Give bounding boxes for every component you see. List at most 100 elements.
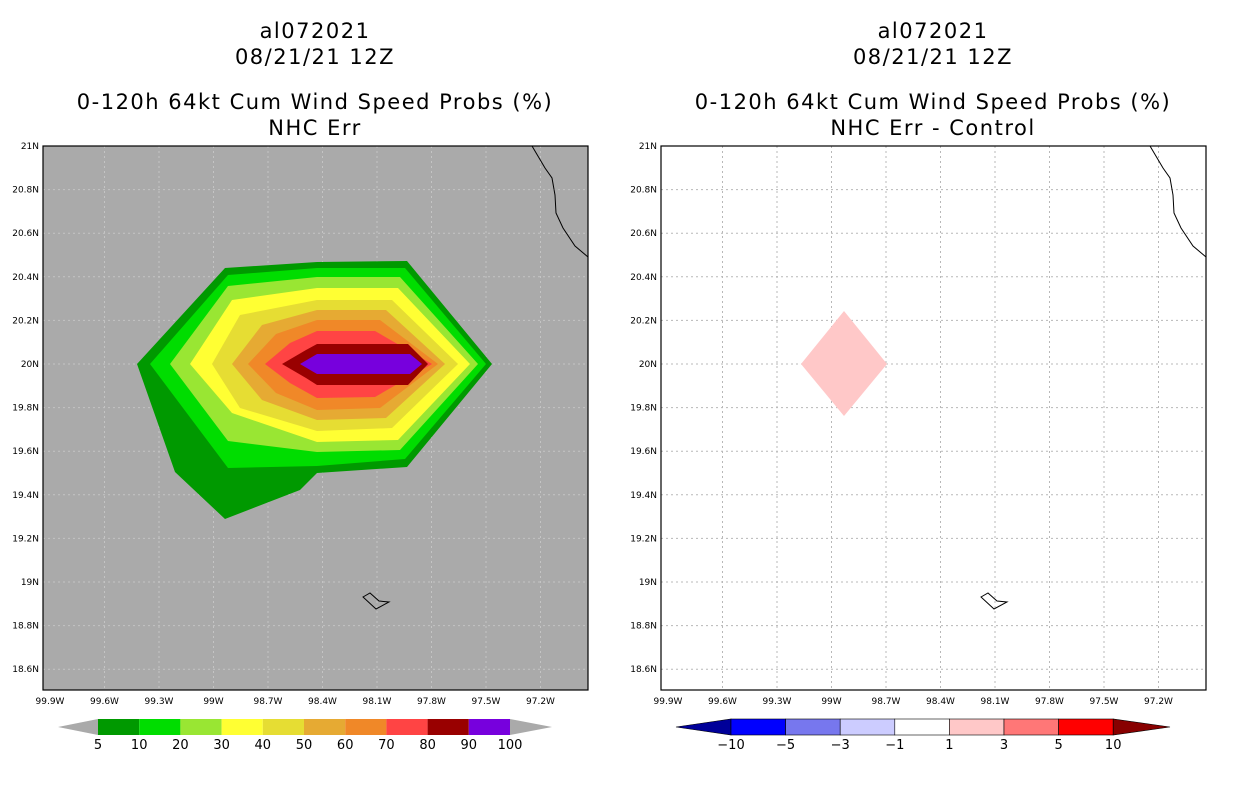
left-colorbar-label: 70 [378,738,395,753]
left-lon-label: 99.3W [145,697,174,707]
right-lon-label: 97.5W [1090,697,1119,707]
right-lon-label: 97.8W [1035,697,1064,707]
right-colorbar-label: −1 [885,738,904,753]
right-colorbar-label: 10 [1105,738,1122,753]
right-lat-label: 18.6N [630,665,657,675]
left-probability-contours [137,261,492,519]
left-lon-label: 98.4W [308,697,337,707]
right-coastline [1149,145,1207,258]
right-colorbar-label: −5 [776,738,795,753]
right-colorbar-high-arrow [1112,718,1171,736]
right-title: al072021 08/21/21 12Z 0-120h 64kt Cum Wi… [660,18,1206,141]
left-colorbar-swatch [262,719,304,735]
left-lat-label: 21N [21,142,39,152]
left-colorbar-swatch [304,719,346,735]
left-colorbar-swatch [221,719,263,735]
right-axis-labels: 21N 20.8N 20.6N 20.4N 20.2N 20N 19.8N 19.6N 19.4… [630,142,1173,707]
right-lat-label: 19.2N [630,534,657,544]
right-lat-label: 19.8N [630,404,657,414]
right-lat-label: 21N [639,142,657,152]
left-colorbar-label: 20 [172,738,189,753]
left-title-subtitle: NHC Err [268,116,362,140]
left-colorbar-label: 5 [94,738,102,753]
left-lon-label: 99.6W [90,697,119,707]
right-lon-label: 98.1W [981,697,1010,707]
right-title-time: 08/21/21 12Z [852,45,1014,69]
left-lon-label: 97.2W [526,697,555,707]
right-lon-label: 97.2W [1144,697,1173,707]
left-colorbar-label: 100 [498,738,523,753]
right-colorbar-label: 3 [1000,738,1008,753]
right-lon-label: 99W [821,697,841,707]
left-colorbar-swatch [427,719,469,735]
right-map-frame [660,145,1207,691]
right-colorbar-label: −10 [717,738,744,753]
left-colorbar-label: 40 [255,738,272,753]
right-lat-label: 19.6N [630,447,657,457]
left-colorbar-label: 10 [131,738,148,753]
left-coastline [531,145,589,258]
right-colorbar-label: 5 [1054,738,1062,753]
left-lon-label: 99W [203,697,223,707]
left-colorbar-label: 60 [337,738,354,753]
left-lon-label: 98.1W [363,697,392,707]
left-axis-labels: 21N 20.8N 20.6N 20.4N 20.2N 20N 19.8N 19.6N 19.4… [12,142,555,707]
right-map: 21N 20.8N 20.6N 20.4N 20.2N 20N 19.8N 19.6N 19.4… [630,142,1207,707]
left-lat-label: 20.8N [12,186,39,196]
right-lat-label: 19N [639,578,657,588]
right-lon-label: 99.9W [654,697,683,707]
right-lat-label: 19.4N [630,491,657,501]
left-lat-label: 20.2N [12,316,39,326]
left-colorbar-swatch [386,719,428,735]
right-title-subtitle: NHC Err - Control [830,116,1036,140]
left-colorbar-swatch [98,719,140,735]
left-colorbar-swatch [468,719,510,735]
right-map-background [661,146,1206,690]
left-colorbar-swatch [139,719,181,735]
left-map-frame [42,145,589,691]
left-colorbar-low-arrow [58,719,98,735]
left-title-time: 08/21/21 12Z [234,45,396,69]
left-colorbar-label: 90 [461,738,478,753]
left-colorbar-swatch [345,719,387,735]
right-colorbar-swatch [894,718,950,736]
right-island [980,592,1009,610]
left-lat-label: 20.6N [12,229,39,239]
right-colorbar-label: 1 [945,738,953,753]
left-colorbar-swatch [180,719,222,735]
right-colorbar-low-arrow [675,718,732,736]
right-lon-label: 99.6W [708,697,737,707]
left-island [362,592,391,610]
right-lat-label: 18.8N [630,622,657,632]
left-title-storm: al072021 [259,19,371,43]
contour-90 [300,354,422,374]
right-colorbar-swatch [1003,718,1059,736]
right-title-storm: al072021 [877,19,989,43]
left-colorbar-label: 50 [296,738,313,753]
right-lat-label: 20.8N [630,186,657,196]
left-lat-label: 19.4N [12,491,39,501]
left-lon-label: 97.5W [472,697,501,707]
left-lat-label: 20.4N [12,273,39,283]
left-lat-label: 18.6N [12,665,39,675]
left-colorbar-high-arrow [510,719,552,735]
left-colorbar-label: 80 [419,738,436,753]
left-lon-label: 98.7W [254,697,283,707]
right-colorbar-swatch [839,718,896,736]
left-title: al072021 08/21/21 12Z 0-120h 64kt Cum Wi… [42,18,588,141]
right-lon-label: 98.7W [872,697,901,707]
right-lat-label: 20N [639,360,657,370]
left-title-product: 0-120h 64kt Cum Wind Speed Probs (%) [76,90,554,114]
left-lat-label: 19N [21,578,39,588]
right-colorbar-swatch [949,718,1005,736]
right-colorbar: −10 −5 −3 −1 1 3 5 10 [675,718,1171,753]
left-lon-label: 99.9W [36,697,65,707]
right-colorbar-swatch [1058,718,1114,736]
left-map: 21N 20.8N 20.6N 20.4N 20.2N 20N 19.8N 19.6N 19.4… [12,142,589,707]
right-colorbar-swatch [730,718,786,736]
right-lat-label: 20.2N [630,316,657,326]
right-lon-label: 99.3W [763,697,792,707]
left-colorbar-label: 30 [213,738,230,753]
right-colorbar-swatch [785,718,841,736]
